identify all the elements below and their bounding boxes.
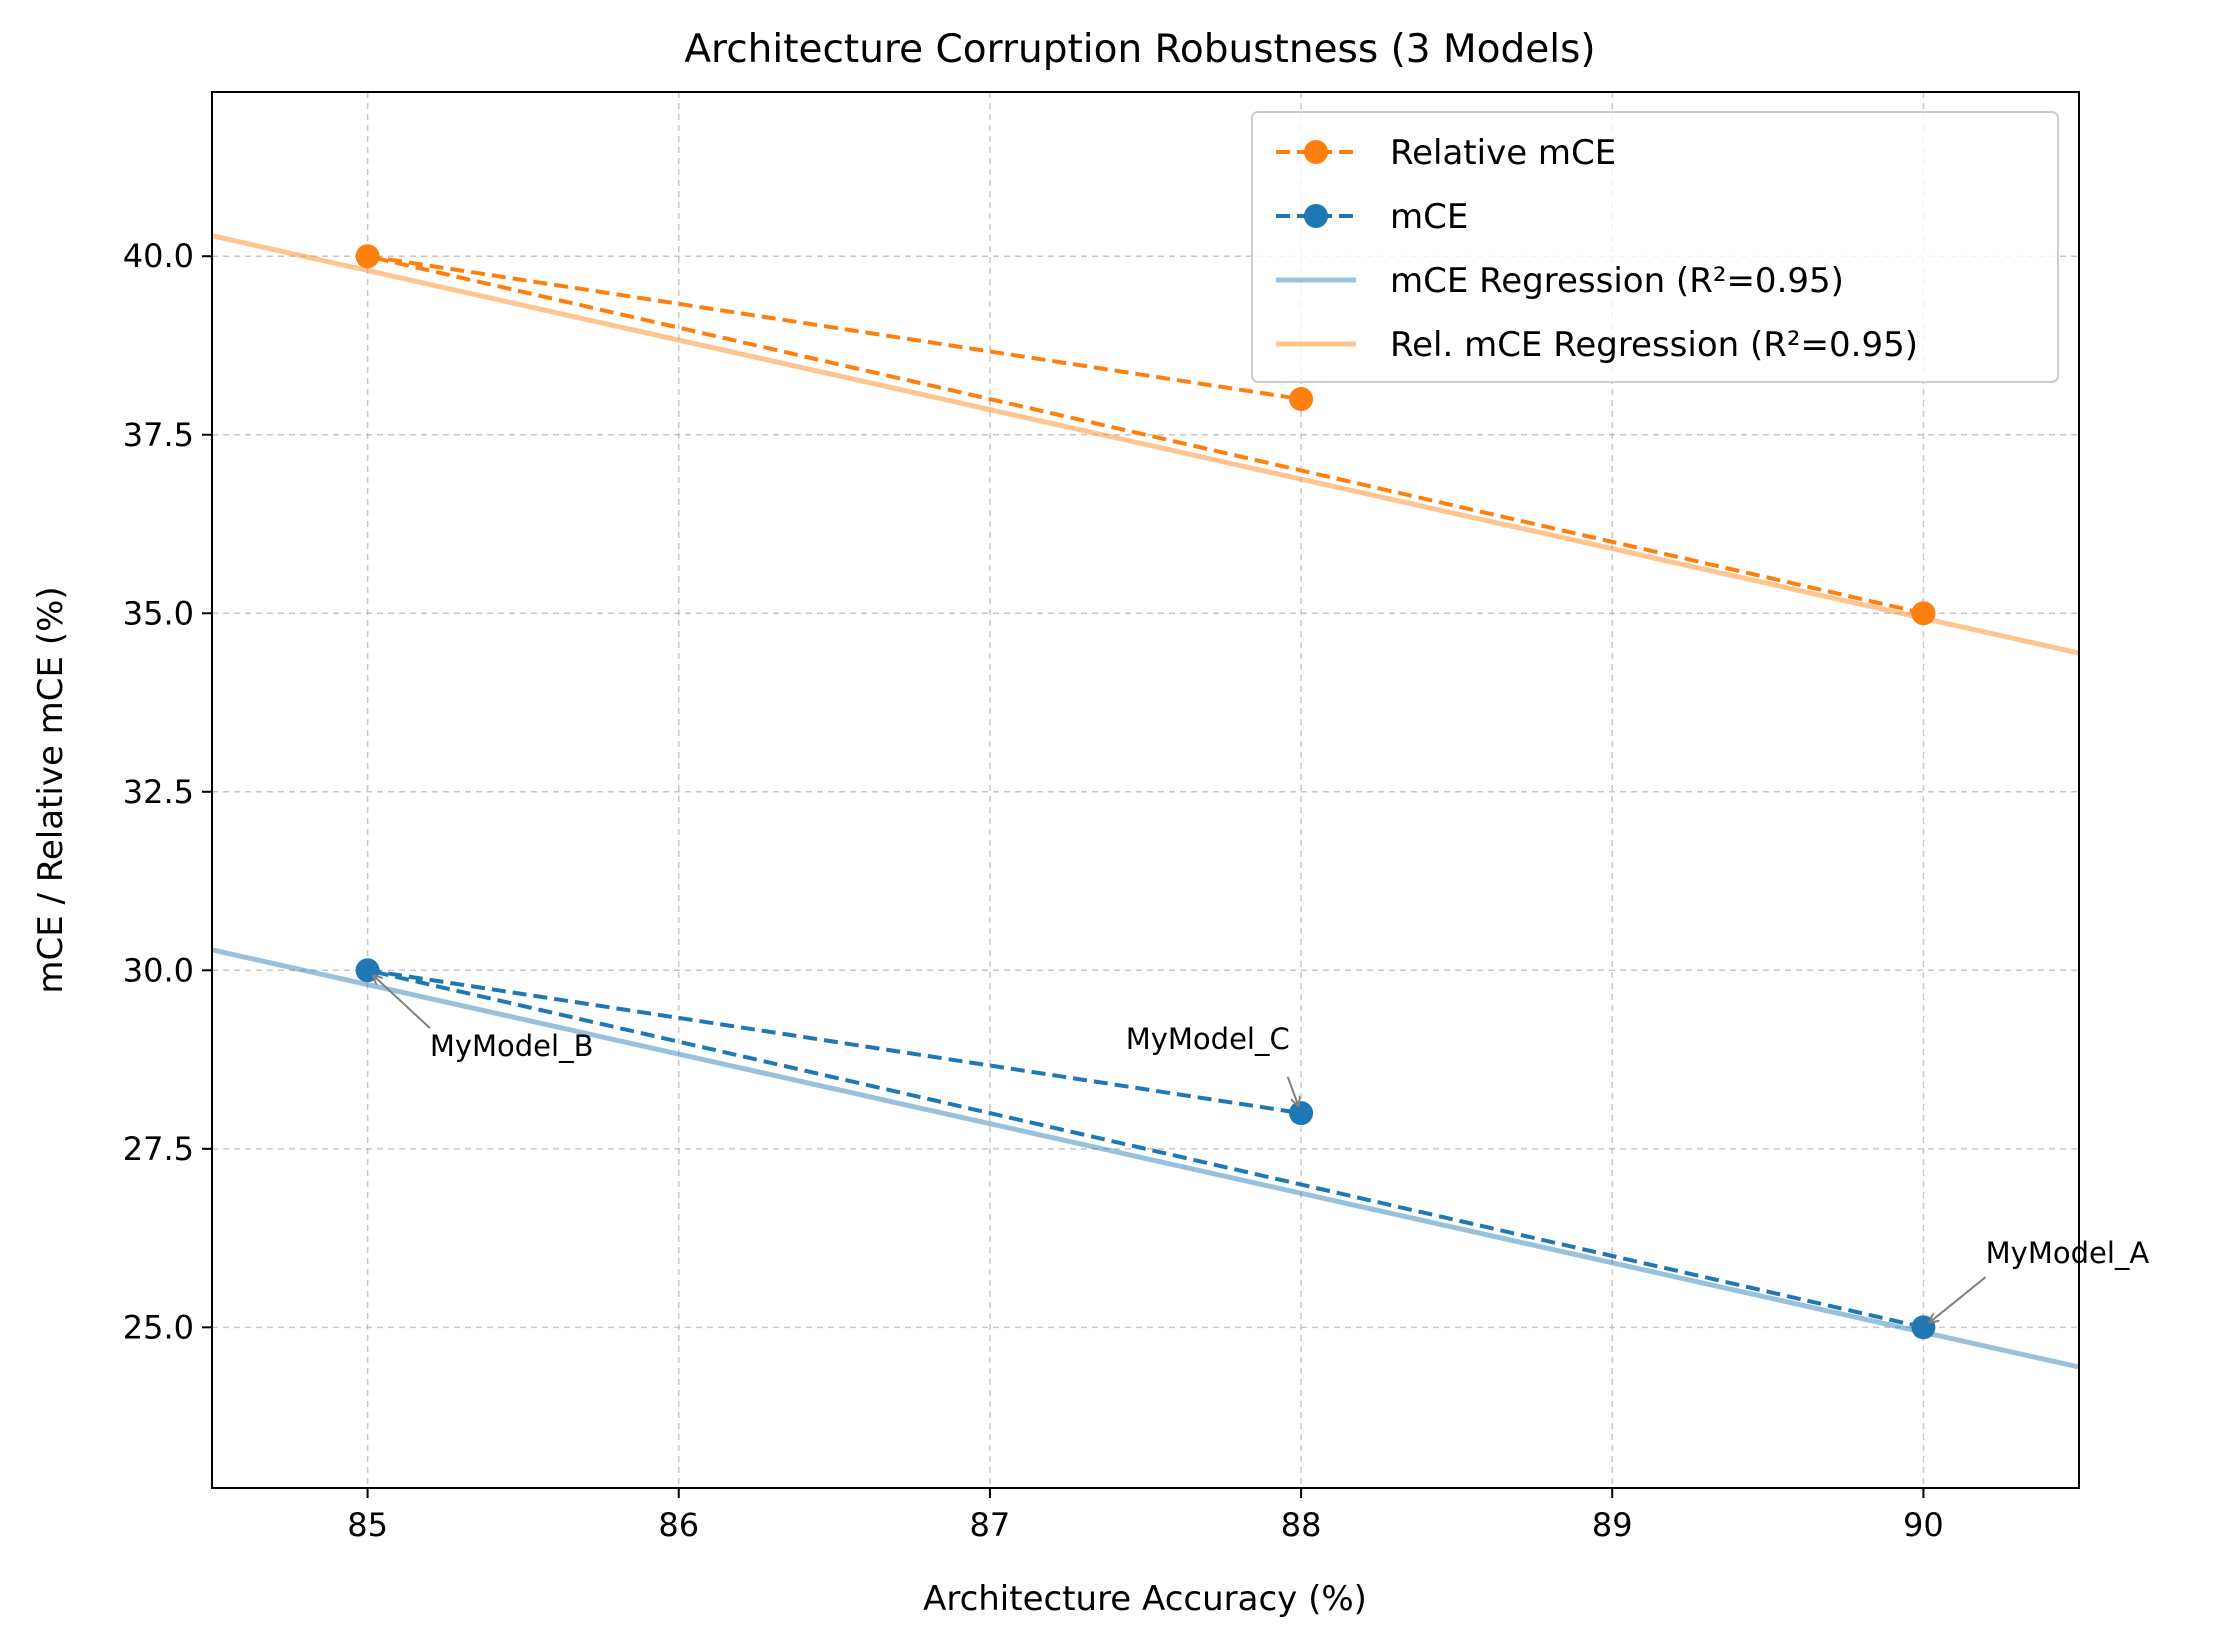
x-tick-label: 89 xyxy=(1592,1506,1633,1544)
y-tick-label: 32.5 xyxy=(123,773,194,811)
data-point xyxy=(1289,387,1314,412)
data-point xyxy=(1289,1101,1314,1126)
legend-frame xyxy=(1251,111,2059,383)
annotations: MyModel_A MyModel_B MyModel_C xyxy=(373,976,2149,1323)
chart-title: Architecture Corruption Robustness (3 Mo… xyxy=(684,27,1595,72)
x-axis-label: Architecture Accuracy (%) xyxy=(923,1579,1367,1619)
legend-label: mCE Regression (R²=0.95) xyxy=(1390,261,1844,301)
x-tick-label: 87 xyxy=(970,1506,1011,1544)
data-point xyxy=(1911,1315,1936,1340)
regression-lines xyxy=(211,233,2080,1370)
y-tick-label: 30.0 xyxy=(123,951,194,989)
legend: Relative mCE mCE mCE Regression (R²=0.95) R… xyxy=(1251,111,2059,383)
y-tick-label: 27.5 xyxy=(123,1130,194,1168)
annotation-label: MyModel_B xyxy=(430,1029,594,1063)
y-tick-label: 37.5 xyxy=(123,416,194,454)
legend-marker xyxy=(1304,204,1328,228)
legend-label: Relative mCE xyxy=(1390,133,1616,173)
y-axis: 25.0 27.5 30.0 32.5 35.0 37.5 40.0 xyxy=(123,237,212,1346)
y-tick-label: 35.0 xyxy=(123,594,194,632)
y-tick-label: 40.0 xyxy=(123,237,194,275)
legend-marker xyxy=(1304,140,1328,164)
annotation-label: MyModel_A xyxy=(1986,1236,2150,1270)
y-tick-label: 25.0 xyxy=(123,1308,194,1346)
x-tick-label: 85 xyxy=(347,1506,388,1544)
data-point xyxy=(1911,601,1936,626)
regression-line xyxy=(211,947,2080,1370)
x-tick-label: 86 xyxy=(658,1506,699,1544)
annotation-arrow xyxy=(373,976,431,1029)
legend-label: Rel. mCE Regression (R²=0.95) xyxy=(1390,325,1918,365)
x-axis: 85 86 87 88 89 90 xyxy=(347,1488,1944,1544)
grid xyxy=(212,92,2079,1488)
legend-label: mCE xyxy=(1390,197,1468,237)
plot-area-frame xyxy=(211,91,2080,1489)
annotation-arrow xyxy=(1930,1276,1987,1322)
regression-line xyxy=(211,233,2080,656)
annotation-arrow xyxy=(1286,1076,1299,1106)
x-tick-label: 88 xyxy=(1281,1506,1322,1544)
x-tick-label: 90 xyxy=(1903,1506,1944,1544)
y-axis-label: mCE / Relative mCE (%) xyxy=(31,586,71,993)
data-point xyxy=(355,244,380,269)
annotation-label: MyModel_C xyxy=(1126,1022,1290,1056)
